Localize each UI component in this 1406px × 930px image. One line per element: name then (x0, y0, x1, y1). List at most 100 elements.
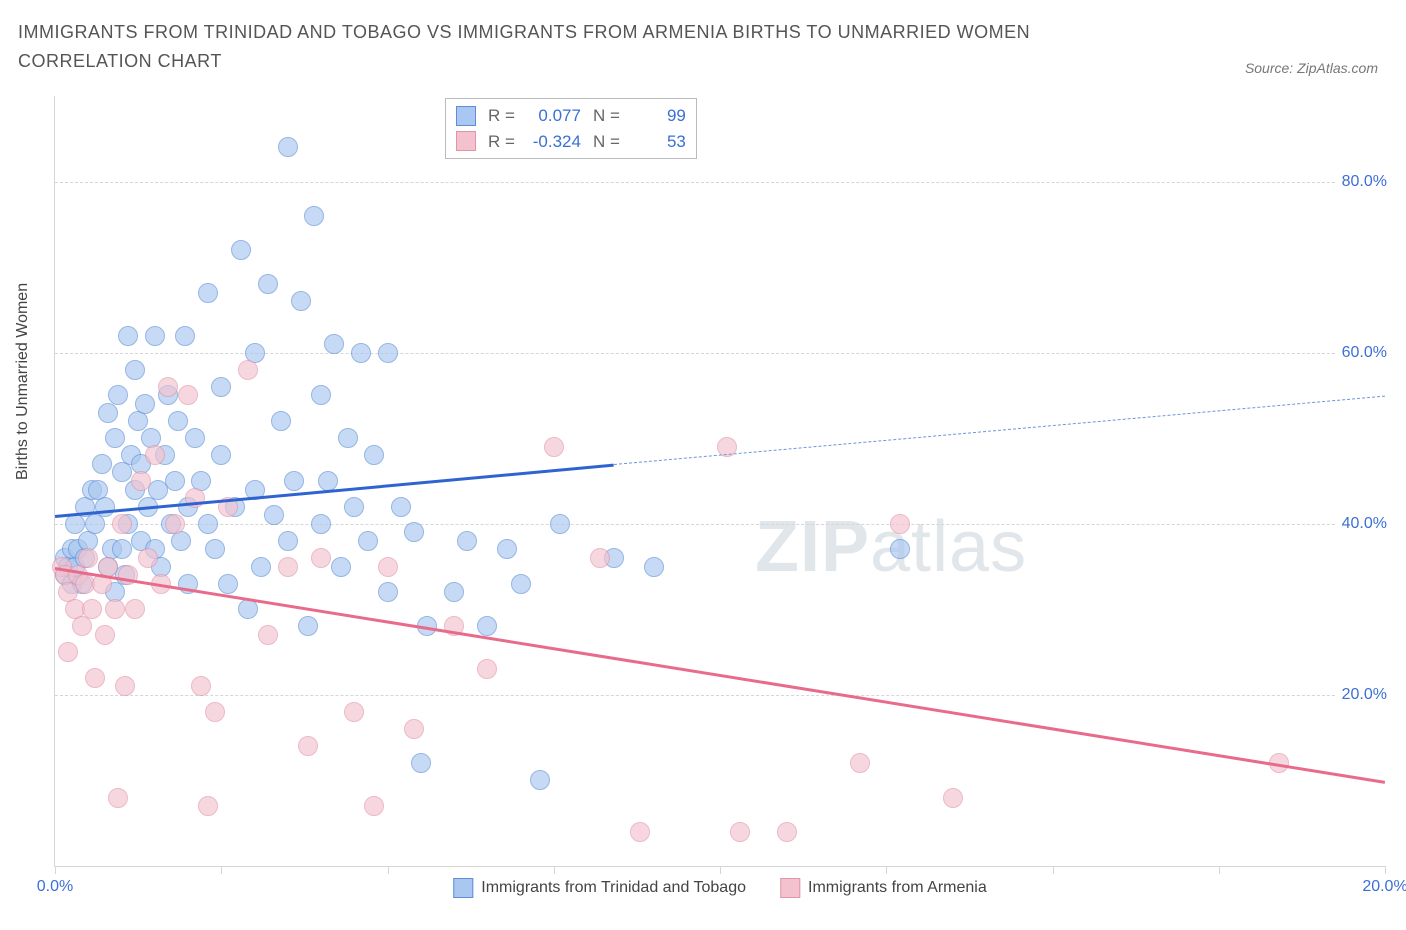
scatter-point (198, 796, 218, 816)
scatter-point (378, 343, 398, 363)
legend-item-series1: Immigrants from Trinidad and Tobago (453, 878, 746, 898)
gridline (55, 524, 1385, 525)
x-tick-label: 20.0% (1362, 878, 1406, 896)
scatter-point (105, 428, 125, 448)
scatter-point (138, 548, 158, 568)
scatter-point (238, 599, 258, 619)
scatter-point (943, 788, 963, 808)
scatter-point (78, 548, 98, 568)
trend-line-extrapolated (614, 395, 1385, 464)
scatter-point (444, 582, 464, 602)
value-n1: 99 (628, 103, 686, 129)
value-r1: 0.077 (523, 103, 581, 129)
scatter-point (590, 548, 610, 568)
scatter-point (105, 599, 125, 619)
scatter-point (278, 557, 298, 577)
scatter-point (264, 505, 284, 525)
scatter-point (168, 411, 188, 431)
scatter-point (364, 796, 384, 816)
scatter-point (311, 385, 331, 405)
scatter-point (550, 514, 570, 534)
scatter-point (477, 616, 497, 636)
scatter-point (511, 574, 531, 594)
scatter-point (95, 497, 115, 517)
scatter-point (135, 394, 155, 414)
x-tick (886, 866, 887, 874)
scatter-point (251, 557, 271, 577)
scatter-point (211, 377, 231, 397)
scatter-point (344, 497, 364, 517)
scatter-point (218, 574, 238, 594)
trend-line (55, 567, 1385, 783)
scatter-point (344, 702, 364, 722)
y-tick-label: 80.0% (1336, 173, 1387, 191)
label-n: N = (593, 103, 620, 129)
scatter-point (205, 539, 225, 559)
label-n: N = (593, 129, 620, 155)
scatter-point (82, 599, 102, 619)
scatter-point (298, 736, 318, 756)
scatter-point (644, 557, 664, 577)
scatter-point (258, 625, 278, 645)
scatter-point (198, 283, 218, 303)
gridline (55, 182, 1385, 183)
y-tick-label: 60.0% (1336, 344, 1387, 362)
scatter-point (128, 411, 148, 431)
scatter-point (404, 719, 424, 739)
scatter-point (85, 668, 105, 688)
scatter-point (278, 531, 298, 551)
gridline (55, 695, 1385, 696)
scatter-point (231, 240, 251, 260)
scatter-point (175, 326, 195, 346)
scatter-point (92, 454, 112, 474)
scatter-point (411, 753, 431, 773)
scatter-point (112, 462, 132, 482)
scatter-point (211, 445, 231, 465)
x-tick (554, 866, 555, 874)
scatter-chart: ZIPatlas R = 0.077 N = 99 R = -0.324 N =… (54, 96, 1385, 867)
scatter-point (311, 514, 331, 534)
source-credit: Source: ZipAtlas.com (1245, 60, 1378, 76)
scatter-point (338, 428, 358, 448)
x-tick (1385, 866, 1386, 874)
scatter-point (108, 385, 128, 405)
scatter-point (58, 642, 78, 662)
x-tick (221, 866, 222, 874)
x-tick (55, 866, 56, 874)
scatter-point (185, 428, 205, 448)
scatter-point (191, 676, 211, 696)
scatter-point (890, 539, 910, 559)
scatter-point (115, 676, 135, 696)
swatch-series2 (456, 131, 476, 151)
scatter-point (378, 582, 398, 602)
correlation-legend: R = 0.077 N = 99 R = -0.324 N = 53 (445, 98, 697, 159)
scatter-point (404, 522, 424, 542)
scatter-point (890, 514, 910, 534)
x-tick (388, 866, 389, 874)
x-tick (1219, 866, 1220, 874)
scatter-point (298, 616, 318, 636)
scatter-point (318, 471, 338, 491)
scatter-point (477, 659, 497, 679)
scatter-point (85, 514, 105, 534)
scatter-point (271, 411, 291, 431)
chart-title: IMMIGRANTS FROM TRINIDAD AND TOBAGO VS I… (18, 18, 1098, 76)
swatch-series1 (453, 878, 473, 898)
scatter-point (125, 599, 145, 619)
scatter-point (112, 514, 132, 534)
scatter-point (72, 616, 92, 636)
scatter-point (108, 788, 128, 808)
value-r2: -0.324 (523, 129, 581, 155)
scatter-point (530, 770, 550, 790)
scatter-point (178, 385, 198, 405)
scatter-point (497, 539, 517, 559)
scatter-point (324, 334, 344, 354)
scatter-point (278, 137, 298, 157)
legend-row-series2: R = -0.324 N = 53 (456, 129, 686, 155)
scatter-point (364, 445, 384, 465)
scatter-point (95, 625, 115, 645)
scatter-point (378, 557, 398, 577)
scatter-point (125, 360, 145, 380)
swatch-series1 (456, 106, 476, 126)
scatter-point (291, 291, 311, 311)
